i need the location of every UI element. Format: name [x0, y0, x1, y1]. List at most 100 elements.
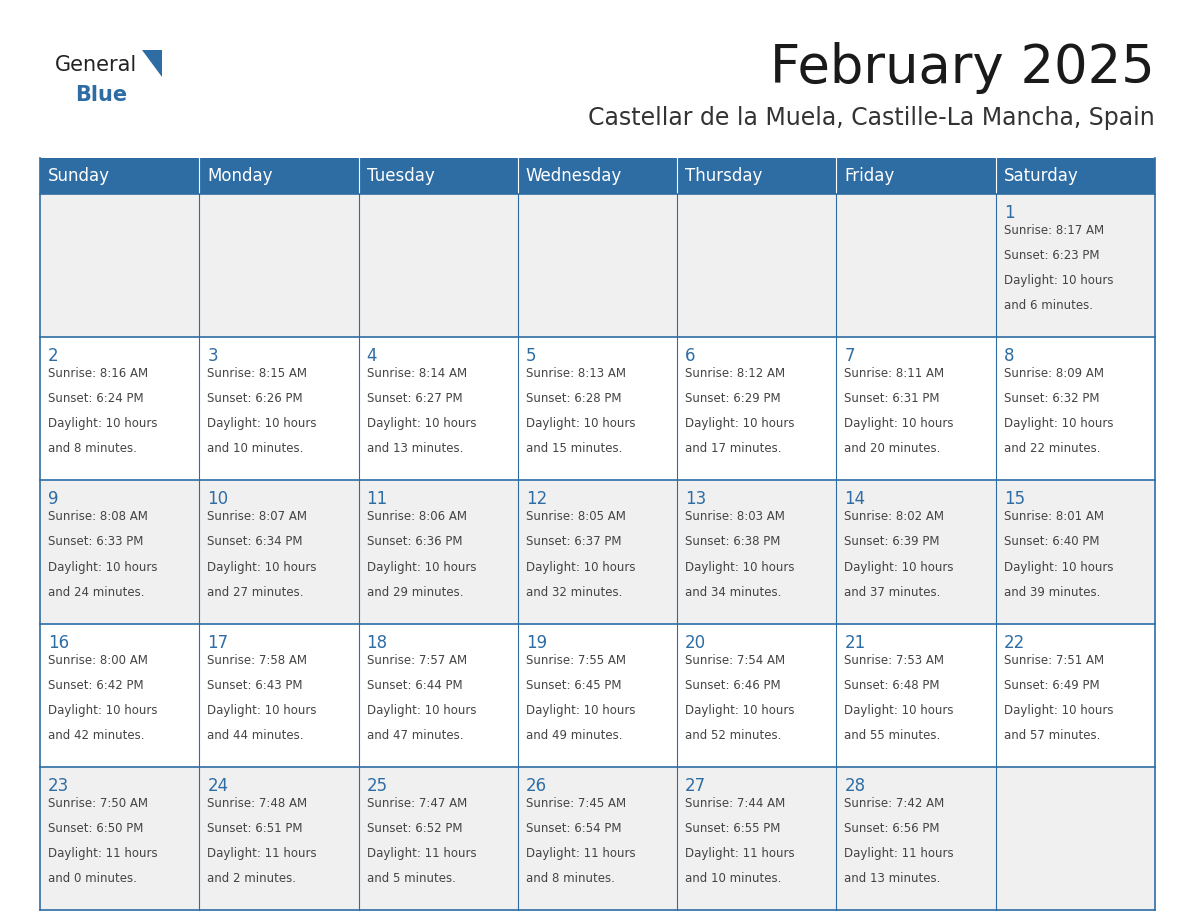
Text: and 15 minutes.: and 15 minutes.: [526, 442, 623, 455]
Text: Sunset: 6:45 PM: Sunset: 6:45 PM: [526, 678, 621, 691]
Text: Castellar de la Muela, Castille-La Mancha, Spain: Castellar de la Muela, Castille-La Manch…: [588, 106, 1155, 130]
Text: Sunrise: 8:11 AM: Sunrise: 8:11 AM: [845, 367, 944, 380]
Text: Daylight: 10 hours: Daylight: 10 hours: [685, 418, 795, 431]
Text: Daylight: 10 hours: Daylight: 10 hours: [526, 704, 636, 717]
Text: 19: 19: [526, 633, 546, 652]
Text: and 47 minutes.: and 47 minutes.: [367, 729, 463, 742]
Text: and 2 minutes.: and 2 minutes.: [207, 872, 296, 885]
Text: Sunset: 6:27 PM: Sunset: 6:27 PM: [367, 392, 462, 405]
Bar: [677, 194, 836, 337]
Text: 21: 21: [845, 633, 866, 652]
Text: 3: 3: [207, 347, 217, 365]
Text: Sunset: 6:54 PM: Sunset: 6:54 PM: [526, 822, 621, 834]
Bar: [677, 158, 836, 194]
Bar: [359, 767, 518, 910]
Bar: [677, 337, 836, 480]
Text: 17: 17: [207, 633, 228, 652]
Bar: [836, 337, 996, 480]
Bar: [996, 767, 1155, 910]
Text: Sunset: 6:44 PM: Sunset: 6:44 PM: [367, 678, 462, 691]
Text: 4: 4: [367, 347, 377, 365]
Bar: [359, 337, 518, 480]
Bar: [996, 158, 1155, 194]
Text: and 20 minutes.: and 20 minutes.: [845, 442, 941, 455]
Bar: [996, 194, 1155, 337]
Text: 11: 11: [367, 490, 387, 509]
Text: Sunset: 6:43 PM: Sunset: 6:43 PM: [207, 678, 303, 691]
Text: February 2025: February 2025: [770, 42, 1155, 94]
Text: Sunset: 6:51 PM: Sunset: 6:51 PM: [207, 822, 303, 834]
Text: Daylight: 10 hours: Daylight: 10 hours: [526, 418, 636, 431]
Text: Sunrise: 8:01 AM: Sunrise: 8:01 AM: [1004, 510, 1104, 523]
Text: Sunrise: 7:50 AM: Sunrise: 7:50 AM: [48, 797, 148, 810]
Text: Sunrise: 7:53 AM: Sunrise: 7:53 AM: [845, 654, 944, 666]
Text: Sunset: 6:56 PM: Sunset: 6:56 PM: [845, 822, 940, 834]
Text: Daylight: 10 hours: Daylight: 10 hours: [48, 418, 158, 431]
Bar: [677, 767, 836, 910]
Text: Sunrise: 7:42 AM: Sunrise: 7:42 AM: [845, 797, 944, 810]
Text: Sunset: 6:50 PM: Sunset: 6:50 PM: [48, 822, 144, 834]
Bar: [677, 623, 836, 767]
Text: and 52 minutes.: and 52 minutes.: [685, 729, 782, 742]
Text: Sunrise: 8:15 AM: Sunrise: 8:15 AM: [207, 367, 308, 380]
Text: 22: 22: [1004, 633, 1025, 652]
Text: Sunrise: 8:13 AM: Sunrise: 8:13 AM: [526, 367, 626, 380]
Text: Daylight: 11 hours: Daylight: 11 hours: [367, 847, 476, 860]
Bar: [200, 623, 359, 767]
Text: 28: 28: [845, 777, 866, 795]
Text: Sunrise: 8:16 AM: Sunrise: 8:16 AM: [48, 367, 148, 380]
Bar: [40, 767, 200, 910]
Text: 7: 7: [845, 347, 855, 365]
Text: Sunrise: 8:14 AM: Sunrise: 8:14 AM: [367, 367, 467, 380]
Text: 18: 18: [367, 633, 387, 652]
Text: Daylight: 10 hours: Daylight: 10 hours: [845, 704, 954, 717]
Text: and 8 minutes.: and 8 minutes.: [526, 872, 614, 885]
Bar: [40, 194, 200, 337]
Bar: [40, 158, 200, 194]
Text: Sunrise: 7:54 AM: Sunrise: 7:54 AM: [685, 654, 785, 666]
Text: Sunrise: 8:06 AM: Sunrise: 8:06 AM: [367, 510, 467, 523]
Text: Daylight: 10 hours: Daylight: 10 hours: [207, 561, 317, 574]
Text: 1: 1: [1004, 204, 1015, 222]
Text: Sunset: 6:33 PM: Sunset: 6:33 PM: [48, 535, 144, 548]
Bar: [836, 480, 996, 623]
Text: Monday: Monday: [207, 167, 273, 185]
Text: Sunrise: 7:47 AM: Sunrise: 7:47 AM: [367, 797, 467, 810]
Text: Sunset: 6:49 PM: Sunset: 6:49 PM: [1004, 678, 1099, 691]
Bar: [200, 158, 359, 194]
Bar: [836, 623, 996, 767]
Text: and 42 minutes.: and 42 minutes.: [48, 729, 145, 742]
Text: Sunrise: 7:48 AM: Sunrise: 7:48 AM: [207, 797, 308, 810]
Text: Sunrise: 8:02 AM: Sunrise: 8:02 AM: [845, 510, 944, 523]
Text: Daylight: 11 hours: Daylight: 11 hours: [845, 847, 954, 860]
Text: Sunset: 6:31 PM: Sunset: 6:31 PM: [845, 392, 940, 405]
Text: Daylight: 10 hours: Daylight: 10 hours: [48, 561, 158, 574]
Text: Daylight: 10 hours: Daylight: 10 hours: [845, 418, 954, 431]
Text: 27: 27: [685, 777, 707, 795]
Text: Daylight: 10 hours: Daylight: 10 hours: [685, 704, 795, 717]
Text: Daylight: 11 hours: Daylight: 11 hours: [48, 847, 158, 860]
Bar: [677, 480, 836, 623]
Text: 9: 9: [48, 490, 58, 509]
Text: and 44 minutes.: and 44 minutes.: [207, 729, 304, 742]
Text: Blue: Blue: [75, 85, 127, 105]
Text: General: General: [55, 55, 138, 75]
Text: and 10 minutes.: and 10 minutes.: [685, 872, 782, 885]
Text: 6: 6: [685, 347, 696, 365]
Bar: [200, 337, 359, 480]
Bar: [518, 158, 677, 194]
Text: Sunday: Sunday: [48, 167, 110, 185]
Text: and 8 minutes.: and 8 minutes.: [48, 442, 137, 455]
Text: Sunrise: 7:58 AM: Sunrise: 7:58 AM: [207, 654, 308, 666]
Text: Daylight: 10 hours: Daylight: 10 hours: [845, 561, 954, 574]
Text: Sunrise: 7:51 AM: Sunrise: 7:51 AM: [1004, 654, 1104, 666]
Text: Friday: Friday: [845, 167, 895, 185]
Text: Daylight: 10 hours: Daylight: 10 hours: [207, 418, 317, 431]
Text: and 24 minutes.: and 24 minutes.: [48, 586, 145, 599]
Text: Sunset: 6:38 PM: Sunset: 6:38 PM: [685, 535, 781, 548]
Text: Daylight: 11 hours: Daylight: 11 hours: [685, 847, 795, 860]
Bar: [836, 158, 996, 194]
Text: Sunrise: 8:08 AM: Sunrise: 8:08 AM: [48, 510, 147, 523]
Text: Daylight: 10 hours: Daylight: 10 hours: [1004, 561, 1113, 574]
Text: 15: 15: [1004, 490, 1025, 509]
